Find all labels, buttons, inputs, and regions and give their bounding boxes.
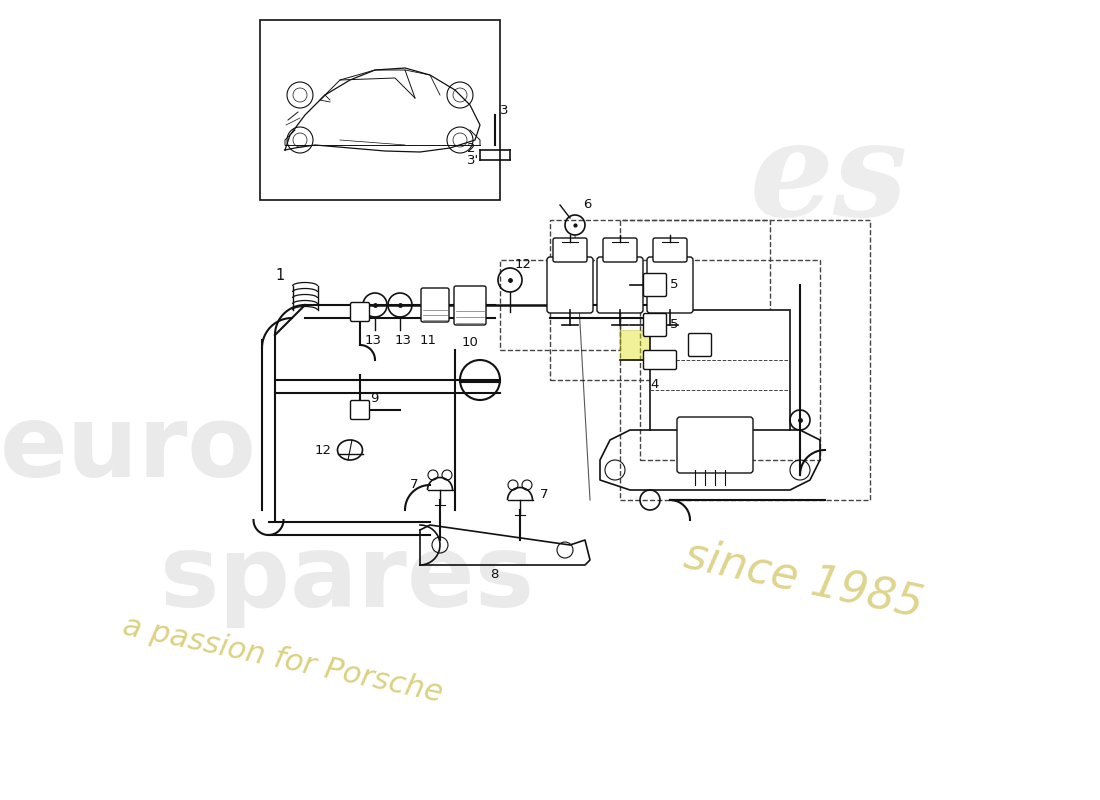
Text: a passion for Porsche: a passion for Porsche <box>120 612 446 708</box>
FancyBboxPatch shape <box>421 288 449 322</box>
Text: 8: 8 <box>490 569 498 582</box>
Bar <box>260 20 500 200</box>
FancyBboxPatch shape <box>653 238 688 262</box>
Text: since 1985: since 1985 <box>680 534 927 626</box>
Text: 13: 13 <box>395 334 412 346</box>
FancyBboxPatch shape <box>553 238 587 262</box>
FancyBboxPatch shape <box>603 238 637 262</box>
Text: euro: euro <box>0 402 257 498</box>
Text: 3': 3' <box>468 154 480 167</box>
FancyBboxPatch shape <box>351 401 370 419</box>
FancyBboxPatch shape <box>689 334 712 357</box>
Text: spares: spares <box>160 531 536 629</box>
Text: 1: 1 <box>275 267 284 282</box>
Bar <box>500 260 620 350</box>
Text: 6: 6 <box>583 198 592 211</box>
FancyBboxPatch shape <box>454 286 486 325</box>
FancyBboxPatch shape <box>676 417 754 473</box>
Text: 7: 7 <box>410 478 418 491</box>
FancyBboxPatch shape <box>351 302 370 322</box>
Text: 10: 10 <box>462 337 478 350</box>
Text: 4: 4 <box>650 378 659 391</box>
FancyBboxPatch shape <box>644 274 667 297</box>
FancyBboxPatch shape <box>644 314 667 337</box>
FancyBboxPatch shape <box>647 257 693 313</box>
Text: 2: 2 <box>468 142 475 155</box>
FancyBboxPatch shape <box>644 350 676 370</box>
Text: es: es <box>750 115 909 245</box>
Text: 5: 5 <box>670 278 679 291</box>
Bar <box>550 220 770 380</box>
Bar <box>640 260 820 460</box>
FancyBboxPatch shape <box>597 257 644 313</box>
Polygon shape <box>620 330 680 360</box>
Text: 9: 9 <box>370 392 378 405</box>
Text: 3: 3 <box>500 103 508 117</box>
Bar <box>620 220 870 500</box>
Text: 13: 13 <box>365 334 382 346</box>
Text: 11: 11 <box>420 334 437 346</box>
FancyBboxPatch shape <box>547 257 593 313</box>
Text: 12: 12 <box>515 258 532 271</box>
Text: 5: 5 <box>670 318 679 331</box>
Text: 12: 12 <box>315 443 332 457</box>
Bar <box>650 310 790 430</box>
Text: 7: 7 <box>540 489 549 502</box>
